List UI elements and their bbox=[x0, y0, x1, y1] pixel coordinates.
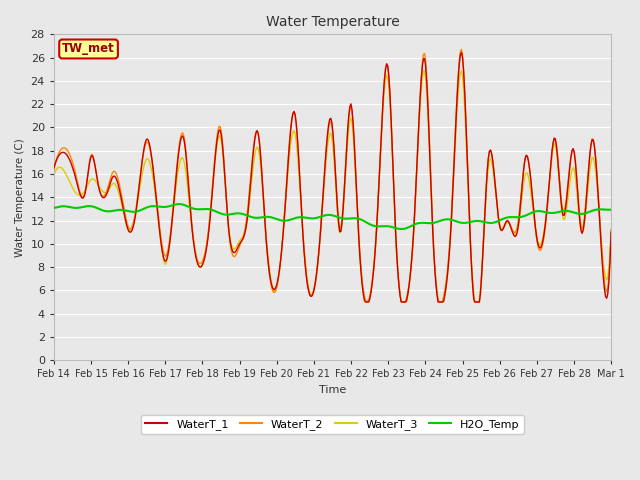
Y-axis label: Water Temperature (C): Water Temperature (C) bbox=[15, 138, 25, 257]
Legend: WaterT_1, WaterT_2, WaterT_3, H2O_Temp: WaterT_1, WaterT_2, WaterT_3, H2O_Temp bbox=[141, 415, 524, 434]
Text: TW_met: TW_met bbox=[62, 43, 115, 56]
Title: Water Temperature: Water Temperature bbox=[266, 15, 399, 29]
X-axis label: Time: Time bbox=[319, 385, 346, 395]
